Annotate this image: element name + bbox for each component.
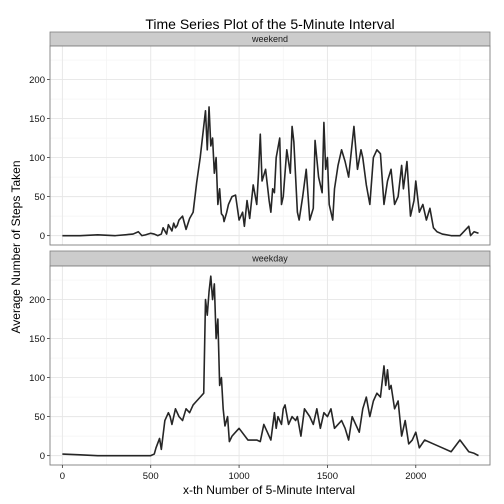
y-tick-label: 150 bbox=[29, 334, 45, 345]
plot-background bbox=[50, 46, 490, 245]
x-tick-label: 1500 bbox=[317, 471, 338, 482]
y-tick-label: 100 bbox=[29, 153, 45, 164]
y-axis-label: Average Number of Steps Taken bbox=[9, 161, 23, 334]
y-tick-label: 50 bbox=[34, 412, 45, 423]
y-tick-label: 200 bbox=[29, 295, 45, 306]
x-tick-label: 2000 bbox=[405, 471, 426, 482]
y-tick-label: 200 bbox=[29, 75, 45, 86]
y-tick-label: 150 bbox=[29, 114, 45, 125]
x-tick-label: 1000 bbox=[229, 471, 250, 482]
x-tick-label: 500 bbox=[143, 471, 159, 482]
series-line-weekend bbox=[62, 106, 479, 237]
y-tick-label: 0 bbox=[40, 451, 45, 462]
y-tick-label: 50 bbox=[34, 192, 45, 203]
y-tick-label: 0 bbox=[40, 231, 45, 242]
chart-title: Time Series Plot of the 5-Minute Interva… bbox=[145, 16, 394, 32]
panel-weekday: weekday 0 50 100 150 200 bbox=[29, 250, 491, 466]
x-axis-label: x-th Number of 5-Minute Interval bbox=[183, 483, 355, 497]
x-tick-label: 0 bbox=[60, 471, 65, 482]
y-tick-label: 100 bbox=[29, 373, 45, 384]
strip-label: weekday bbox=[251, 254, 288, 264]
panel-weekend: weekend 0 50 100 150 200 bbox=[29, 31, 491, 246]
series-line-weekday bbox=[62, 275, 479, 457]
strip-label: weekend bbox=[251, 34, 288, 44]
plot-background bbox=[50, 266, 490, 465]
panel-border bbox=[49, 265, 491, 466]
panel-border bbox=[49, 45, 491, 246]
